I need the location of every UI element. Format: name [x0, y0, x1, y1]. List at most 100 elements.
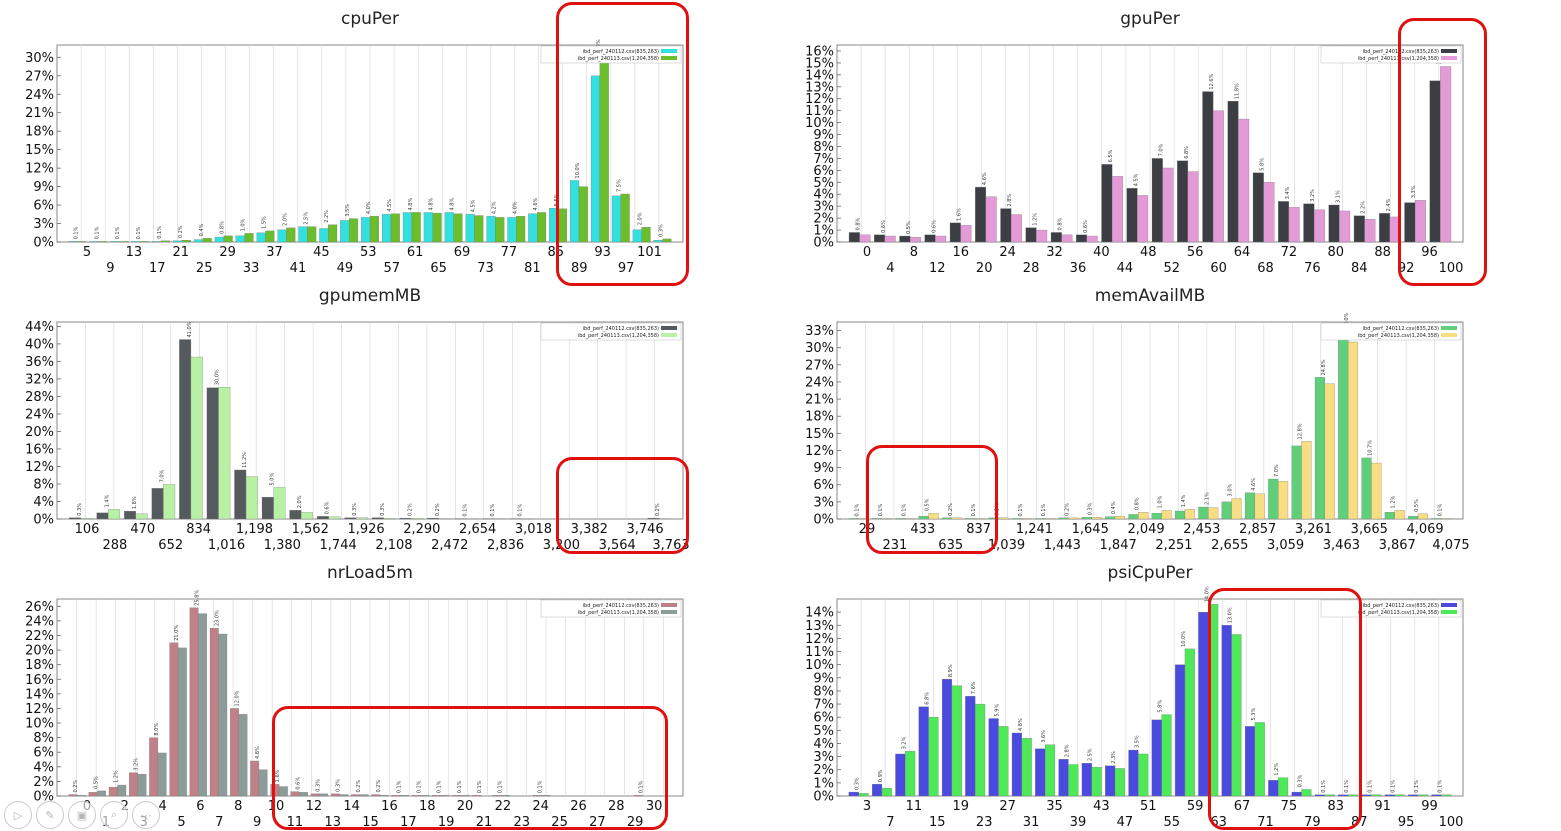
- data-label: 0.8%: [1058, 217, 1064, 230]
- x-tick-label: 99: [1421, 799, 1438, 814]
- bar: [848, 518, 859, 520]
- data-label: 1.2%: [1032, 213, 1038, 226]
- zoom-icon[interactable]: ⌕: [100, 801, 128, 829]
- bar: [1068, 764, 1079, 797]
- data-label: 3.2%: [134, 758, 140, 771]
- bar: [516, 215, 526, 243]
- bar: [1208, 507, 1219, 520]
- x-tick-label: 5: [177, 815, 185, 830]
- bar: [177, 647, 187, 797]
- more-icon[interactable]: ⋯: [132, 801, 160, 829]
- data-label: 1.2%: [1391, 495, 1397, 508]
- bar: [1371, 794, 1382, 797]
- data-label: 3.4%: [1285, 186, 1291, 199]
- bar: [1091, 517, 1102, 520]
- data-label: 0.1%: [1391, 780, 1397, 793]
- y-tick-label: 2%: [813, 212, 834, 227]
- bar: [245, 476, 258, 520]
- x-tick-label: 1,562: [292, 522, 329, 537]
- bar: [1353, 215, 1365, 243]
- bar: [344, 517, 357, 520]
- bar: [1128, 749, 1139, 797]
- y-tick-label: 6%: [33, 199, 54, 214]
- y-tick-label: 7%: [813, 152, 834, 167]
- bar: [209, 628, 219, 797]
- x-tick-label: 71: [1257, 815, 1274, 830]
- bar: [1278, 481, 1289, 520]
- data-label: 0.8%: [220, 221, 226, 234]
- highlight-box-memavailmb: [866, 445, 998, 554]
- x-tick-label: 2,472: [431, 538, 468, 553]
- bar: [218, 633, 228, 797]
- data-label: 0.1%: [639, 780, 645, 793]
- bar: [895, 753, 906, 797]
- pen-icon[interactable]: ✎: [36, 801, 64, 829]
- bar: [361, 217, 371, 243]
- play-icon[interactable]: ▷: [4, 801, 32, 829]
- y-tick-label: 18%: [25, 658, 54, 673]
- x-tick-label: 1,241: [1016, 522, 1053, 537]
- data-label: 10.7%: [1367, 440, 1373, 456]
- bar: [578, 186, 588, 243]
- x-tick-label: 5: [83, 245, 91, 260]
- bar: [881, 518, 892, 520]
- x-tick-label: 3,463: [1323, 538, 1360, 553]
- bar: [985, 196, 997, 243]
- bar: [1058, 759, 1069, 797]
- bar: [402, 212, 412, 243]
- x-tick-label: 8: [910, 245, 918, 260]
- bar: [460, 795, 470, 797]
- y-tick-label: 5%: [813, 176, 834, 191]
- bar: [1288, 207, 1300, 243]
- bar: [157, 752, 167, 797]
- legend-box: [1320, 45, 1462, 64]
- y-tick-label: 2%: [33, 775, 54, 790]
- bar: [381, 214, 392, 243]
- bar: [277, 229, 287, 243]
- bar: [420, 795, 430, 797]
- bar: [975, 703, 986, 797]
- bar: [662, 238, 672, 243]
- bar: [68, 241, 78, 243]
- bar: [356, 517, 368, 520]
- x-tick-label: 1,380: [264, 538, 301, 553]
- data-label: 0.1%: [855, 503, 861, 516]
- data-label: 4.5%: [470, 199, 476, 212]
- bar: [190, 356, 203, 520]
- data-label: 5.3%: [1251, 708, 1257, 721]
- y-tick-label: 12%: [25, 460, 54, 475]
- x-tick-label: 31: [1023, 815, 1040, 830]
- y-tick-label: 12%: [805, 92, 834, 107]
- data-label: 21.0%: [174, 625, 180, 641]
- x-tick-label: 2,655: [1211, 538, 1248, 553]
- bar: [383, 517, 396, 520]
- chart-gpuper: gpuPer 0% 1% 2% 3% 4% 5% 6% 7% 8% 9% 10% 11% 12% 13% 14…: [780, 0, 1480, 277]
- bar: [1091, 766, 1102, 797]
- bar: [1044, 518, 1056, 520]
- data-label: 5.8%: [1158, 700, 1164, 713]
- bar: [300, 512, 313, 520]
- x-tick-label: 33: [243, 261, 260, 276]
- bar: [223, 235, 233, 243]
- x-tick-label: 36: [1070, 261, 1087, 276]
- data-label: 2.3%: [1111, 751, 1117, 764]
- bar: [1263, 182, 1275, 243]
- x-tick-label: 2,836: [487, 538, 524, 553]
- bar: [1301, 441, 1312, 520]
- y-tick-label: 0%: [33, 236, 54, 251]
- bar: [905, 751, 916, 797]
- y-tick-label: 26%: [25, 600, 54, 615]
- chart-svg: cpuPer 0% 3% 6% 9% 12% 15% 18% 21% 24% 27% 30% 5 13 21…: [25, 9, 684, 276]
- y-tick-label: 15%: [25, 143, 54, 158]
- bar: [1328, 204, 1340, 243]
- y-tick-label: 16%: [25, 442, 54, 457]
- legend-swatch: [1441, 603, 1457, 607]
- data-label: 5.0%: [270, 473, 276, 486]
- slides-icon[interactable]: ▣: [68, 801, 96, 829]
- x-tick-label: 44: [1117, 261, 1134, 276]
- bar: [1162, 167, 1174, 243]
- x-tick-label: 11: [287, 815, 304, 830]
- x-tick-label: 79: [1304, 815, 1321, 830]
- bar: [160, 240, 170, 243]
- x-tick-label: 97: [618, 261, 635, 276]
